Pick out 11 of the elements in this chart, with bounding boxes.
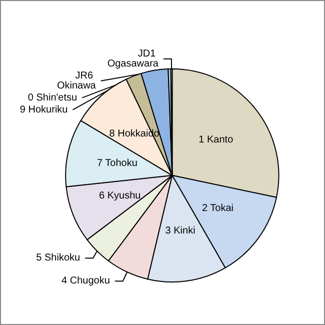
slice-label: 0 Shin'etsu xyxy=(28,92,78,104)
slice-label: JD1 Ogasawara xyxy=(107,48,159,70)
slice-label: 5 Shikoku xyxy=(36,252,80,264)
slice-label: 6 Kyushu xyxy=(98,190,141,202)
slice-label: 9 Hokuriku xyxy=(20,104,68,116)
slice-label: JR6 Okinawa xyxy=(56,70,96,92)
slice-label: 7 Tohoku xyxy=(97,158,138,169)
slice-label: 1 Kanto xyxy=(198,134,234,146)
slice-label: 4 Chugoku xyxy=(62,276,110,287)
slice-label: 2 Tokai xyxy=(202,203,234,214)
slice-label: 3 Kinki xyxy=(165,226,196,237)
